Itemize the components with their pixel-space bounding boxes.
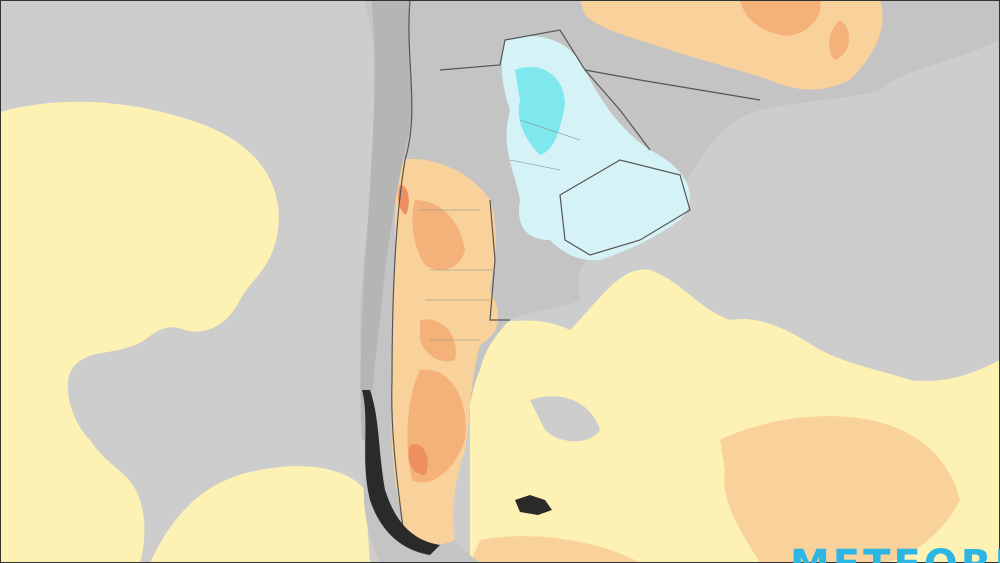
anomaly-area-light (0, 101, 279, 563)
islands (515, 495, 552, 515)
province-lines (420, 119, 581, 341)
mountain-relief (360, 0, 412, 440)
anomaly-area-moderate (720, 416, 960, 563)
border-line (391, 0, 413, 546)
anomaly-area-strong (420, 319, 456, 362)
anomaly-area-strong (412, 200, 465, 270)
anomaly-area-light (150, 466, 370, 563)
anomaly-area-strong (828, 20, 850, 60)
neutral-area (530, 396, 600, 442)
border-line (584, 69, 761, 101)
province-line (420, 119, 581, 341)
anomaly-area-strong (740, 0, 821, 36)
coastline-islands (362, 390, 440, 555)
border-line (559, 159, 691, 256)
anomaly-area-cold (515, 66, 565, 155)
borders (391, 0, 761, 546)
watermark: METEORED (790, 542, 1000, 563)
anomaly-area-very-strong (408, 444, 428, 475)
border-line (489, 199, 510, 321)
border-line (439, 29, 651, 151)
anomaly-area-moderate (470, 536, 640, 563)
